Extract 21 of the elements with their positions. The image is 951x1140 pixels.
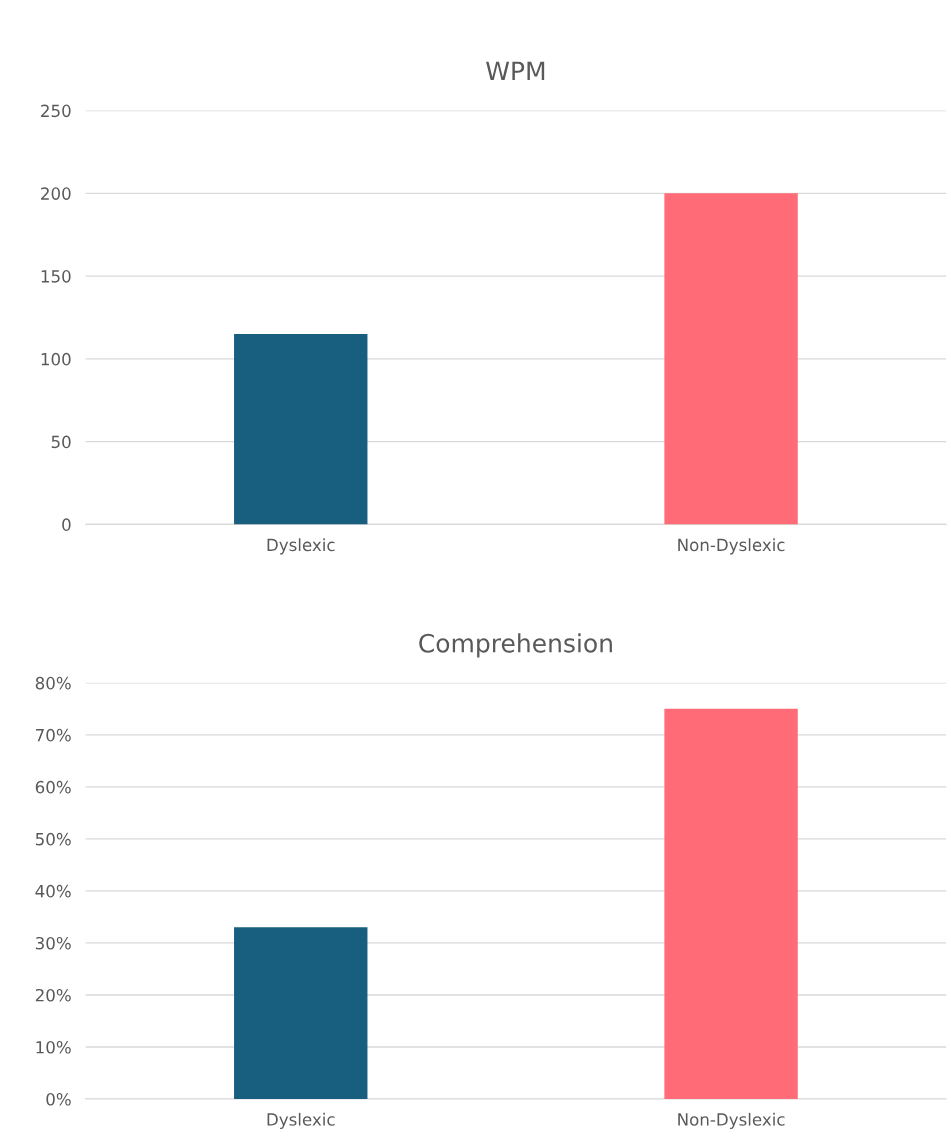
y-tick-label: 60% (35, 780, 71, 794)
y-tick-label: 150 (41, 270, 71, 283)
y-tick-label: 250 (41, 104, 71, 118)
x-tick-label: Dyslexic (267, 538, 335, 555)
y-tick-label: 50 (51, 435, 71, 449)
y-tick-label: 100 (41, 352, 71, 366)
chart-title: Comprehension (419, 633, 612, 658)
y-tick-label: 10% (36, 1040, 71, 1054)
chart-title: WPM (486, 61, 545, 81)
y-tick-label: 0 (62, 518, 71, 531)
x-tick-label: Non-Dyslexic (678, 1112, 785, 1129)
y-tick-label: 30% (35, 936, 71, 950)
y-tick-label: 200 (41, 187, 71, 200)
y-tick-label: 80% (35, 676, 71, 690)
y-tick-label: 40% (35, 884, 71, 898)
x-tick-label: Non-Dyslexic (678, 538, 785, 555)
y-tick-label: 50% (35, 832, 71, 846)
y-tick-label: 0% (46, 1092, 71, 1106)
y-tick-label: 70% (36, 728, 71, 742)
x-tick-label: Dyslexic (267, 1112, 335, 1129)
y-tick-label: 20% (35, 988, 71, 1002)
